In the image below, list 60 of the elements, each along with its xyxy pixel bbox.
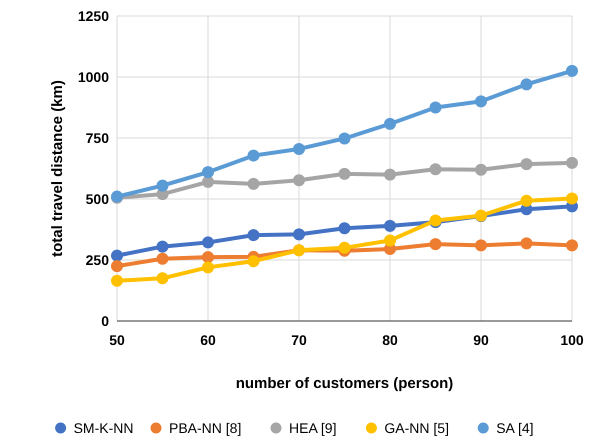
x-tick-label: 80 [382, 332, 398, 348]
point [156, 240, 168, 253]
point [520, 237, 532, 250]
point [475, 95, 487, 108]
point [430, 102, 442, 114]
point [248, 150, 260, 162]
point [202, 261, 214, 274]
point [248, 255, 260, 268]
point [430, 238, 442, 250]
x-tick-label: 100 [560, 332, 584, 348]
y-tick-label: 500 [86, 190, 110, 207]
point [293, 174, 305, 186]
point [338, 222, 350, 234]
point [475, 164, 487, 176]
point [520, 78, 532, 90]
point [202, 236, 214, 248]
y-tick-label: 250 [86, 252, 110, 268]
point [384, 168, 396, 181]
point [338, 168, 350, 180]
y-tick-label: 1000 [78, 68, 110, 85]
point [384, 234, 396, 246]
point [566, 192, 578, 205]
legend-label: HEA [9] [289, 420, 336, 436]
point [566, 156, 578, 169]
y-tick-label: 1250 [78, 8, 110, 24]
point [475, 239, 487, 252]
y-axis-title: total travel distance (km) [49, 80, 66, 257]
legend-label: GA-NN [5] [384, 420, 449, 436]
legend-label: SM-K-NN [74, 420, 134, 436]
y-tick-label: 750 [86, 130, 110, 146]
point [566, 64, 578, 77]
point [384, 118, 396, 130]
point [156, 180, 168, 192]
y-tick-label: 0 [101, 312, 110, 329]
x-tick-label: 90 [473, 332, 489, 348]
point [202, 176, 214, 188]
point [338, 132, 350, 144]
point [111, 274, 123, 287]
point [520, 158, 532, 170]
point [384, 220, 396, 232]
point [111, 260, 123, 272]
point [111, 250, 123, 262]
point [520, 194, 532, 207]
point [156, 252, 168, 265]
point [338, 242, 350, 254]
point [293, 228, 305, 240]
point [248, 178, 260, 190]
point [566, 239, 578, 252]
x-tick-label: 50 [109, 332, 125, 348]
x-tick-label: 70 [291, 332, 307, 348]
x-tick-label: 60 [200, 332, 216, 348]
point [248, 229, 260, 242]
point [293, 142, 305, 155]
point [156, 272, 168, 284]
x-axis-title: number of customers (person) [236, 375, 454, 392]
point [430, 163, 442, 176]
legend-label: SA [4] [496, 420, 534, 436]
point [202, 251, 214, 264]
legend-label: PBA-NN [8] [169, 420, 242, 436]
point [202, 166, 214, 178]
